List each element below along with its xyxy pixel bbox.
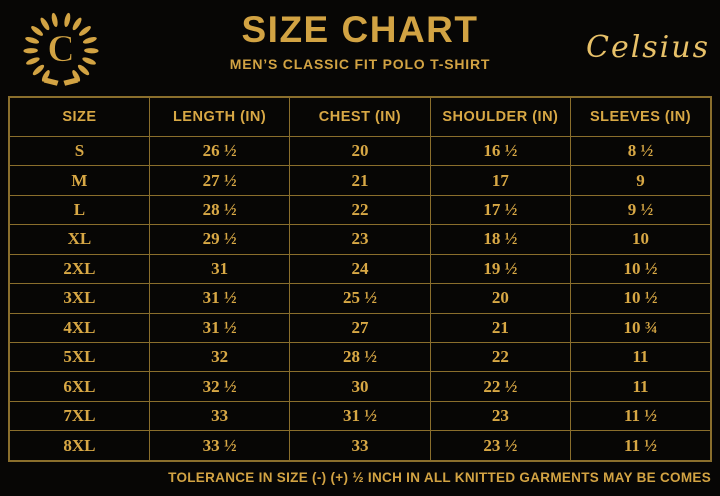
measure-cell: 17 ½ bbox=[429, 194, 572, 226]
measure-cell: 27 bbox=[289, 312, 431, 343]
size-cell: 6XL bbox=[8, 371, 150, 402]
measure-cell: 17 bbox=[429, 165, 572, 196]
measure-cell: 8 ½ bbox=[570, 135, 712, 167]
measure-cell: 11 bbox=[570, 371, 712, 402]
measure-cell: 23 bbox=[289, 224, 431, 255]
header: C SIZE CHART MEN’S CLASSIC FIT POLO T-SH… bbox=[0, 0, 720, 96]
size-cell: L bbox=[8, 194, 150, 226]
size-cell: 7XL bbox=[8, 400, 150, 432]
measure-cell: 10 ½ bbox=[570, 283, 712, 314]
size-cell: XL bbox=[8, 224, 150, 255]
measure-cell: 10 ½ bbox=[570, 253, 712, 285]
table-row: 6XL 32 ½ 30 22 ½ 11 bbox=[8, 371, 712, 402]
size-cell: S bbox=[8, 135, 150, 167]
size-cell: 4XL bbox=[8, 312, 150, 343]
brand-wordmark: Celsius bbox=[585, 30, 710, 65]
table-row: M 27 ½ 21 17 9 bbox=[8, 165, 712, 196]
measure-cell: 20 bbox=[429, 283, 572, 314]
measure-cell: 23 bbox=[429, 400, 572, 432]
size-table: SIZE LENGTH (IN) CHEST (IN) SHOULDER (IN) SL… bbox=[8, 96, 712, 462]
measure-cell: 9 ½ bbox=[570, 194, 712, 226]
measure-cell: 28 ½ bbox=[148, 194, 291, 226]
measure-cell: 24 bbox=[289, 253, 431, 285]
size-cell: 3XL bbox=[8, 283, 150, 314]
table-row: 8XL 33 ½ 33 23 ½ 11 ½ bbox=[8, 430, 712, 462]
column-header: LENGTH (IN) bbox=[148, 96, 291, 137]
table-row: XL 29 ½ 23 18 ½ 10 bbox=[8, 224, 712, 255]
measure-cell: 21 bbox=[289, 165, 431, 196]
column-header: SLEEVES (IN) bbox=[570, 96, 712, 137]
measure-cell: 33 bbox=[148, 400, 291, 432]
table-row: 5XL 32 28 ½ 22 11 bbox=[8, 341, 712, 373]
brand-letter: C bbox=[47, 28, 74, 70]
measure-cell: 22 bbox=[429, 341, 572, 373]
measure-cell: 22 ½ bbox=[429, 371, 572, 402]
measure-cell: 31 ½ bbox=[289, 400, 431, 432]
measure-cell: 11 bbox=[570, 341, 712, 373]
size-cell: M bbox=[8, 165, 150, 196]
measure-cell: 32 bbox=[148, 341, 291, 373]
header-row: SIZE LENGTH (IN) CHEST (IN) SHOULDER (IN) SL… bbox=[8, 96, 712, 137]
measure-cell: 11 ½ bbox=[570, 400, 712, 432]
measure-cell: 31 ½ bbox=[148, 283, 291, 314]
measure-cell: 31 bbox=[148, 253, 291, 285]
measure-cell: 19 ½ bbox=[429, 253, 572, 285]
page-subtitle: MEN’S CLASSIC FIT POLO T-SHIRT bbox=[229, 55, 491, 72]
measure-cell: 26 ½ bbox=[148, 135, 291, 167]
page-title: SIZE CHART bbox=[241, 9, 479, 50]
measure-cell: 21 bbox=[429, 312, 572, 343]
measure-cell: 10 ¾ bbox=[570, 312, 712, 343]
laurel-wreath-logo-icon: C bbox=[23, 12, 99, 86]
table-row: 7XL 33 31 ½ 23 11 ½ bbox=[8, 400, 712, 432]
measure-cell: 25 ½ bbox=[289, 283, 431, 314]
size-cell: 2XL bbox=[8, 253, 150, 285]
measure-cell: 10 bbox=[570, 224, 712, 255]
measure-cell: 18 ½ bbox=[429, 224, 572, 255]
size-cell: 8XL bbox=[8, 430, 150, 462]
size-table-head: SIZE LENGTH (IN) CHEST (IN) SHOULDER (IN) SL… bbox=[8, 96, 712, 137]
measure-cell: 33 ½ bbox=[148, 430, 291, 462]
measure-cell: 9 bbox=[570, 165, 712, 196]
measure-cell: 11 ½ bbox=[570, 430, 712, 462]
measure-cell: 23 ½ bbox=[429, 430, 572, 462]
measure-cell: 30 bbox=[289, 371, 431, 402]
column-header: SIZE bbox=[8, 96, 150, 137]
measure-cell: 27 ½ bbox=[148, 165, 291, 196]
title-block: SIZE CHART MEN’S CLASSIC FIT POLO T-SHIR… bbox=[0, 9, 720, 72]
column-header: SHOULDER (IN) bbox=[429, 96, 572, 137]
measure-cell: 29 ½ bbox=[148, 224, 291, 255]
measure-cell: 28 ½ bbox=[289, 341, 431, 373]
table-row: 3XL 31 ½ 25 ½ 20 10 ½ bbox=[8, 283, 712, 314]
measure-cell: 32 ½ bbox=[148, 371, 291, 402]
table-row: 2XL 31 24 19 ½ 10 ½ bbox=[8, 253, 712, 285]
tolerance-note: TOLERANCE IN SIZE (-) (+) ½ INCH IN ALL … bbox=[168, 470, 711, 485]
measure-cell: 31 ½ bbox=[148, 312, 291, 343]
measure-cell: 16 ½ bbox=[429, 135, 572, 167]
size-cell: 5XL bbox=[8, 341, 150, 373]
column-header: CHEST (IN) bbox=[289, 96, 431, 137]
table-row: 4XL 31 ½ 27 21 10 ¾ bbox=[8, 312, 712, 343]
measure-cell: 33 bbox=[289, 430, 431, 462]
measure-cell: 20 bbox=[289, 135, 431, 167]
measure-cell: 22 bbox=[289, 194, 431, 226]
